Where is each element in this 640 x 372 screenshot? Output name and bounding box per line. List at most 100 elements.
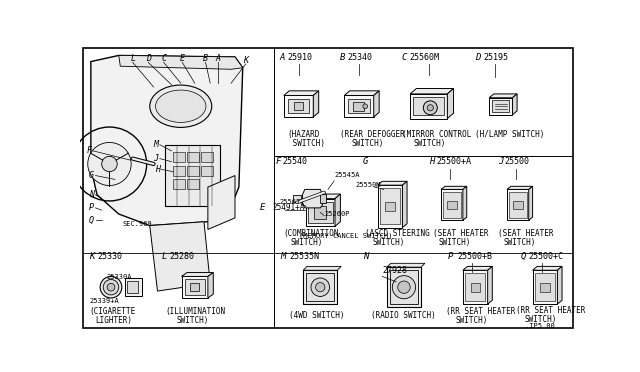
Text: 25260P: 25260P bbox=[324, 211, 349, 217]
Bar bbox=[182, 276, 208, 298]
Bar bbox=[173, 166, 186, 176]
Bar bbox=[288, 99, 309, 113]
Text: (4WD SWITCH): (4WD SWITCH) bbox=[289, 311, 345, 320]
Bar bbox=[413, 97, 444, 115]
Bar bbox=[390, 270, 418, 304]
Text: (CIGARETTE: (CIGARETTE bbox=[90, 307, 136, 316]
Bar bbox=[165, 145, 220, 206]
Bar bbox=[348, 99, 370, 113]
Bar bbox=[532, 270, 557, 304]
Text: F: F bbox=[87, 147, 92, 155]
Ellipse shape bbox=[150, 85, 212, 128]
Text: 25500+A: 25500+A bbox=[436, 157, 472, 166]
Circle shape bbox=[363, 104, 367, 109]
Bar bbox=[190, 283, 199, 291]
Text: L: L bbox=[130, 54, 135, 63]
Bar bbox=[489, 98, 513, 115]
Text: LIGHTER): LIGHTER) bbox=[95, 316, 132, 326]
Bar bbox=[344, 96, 374, 117]
Text: 25340: 25340 bbox=[348, 53, 372, 62]
Polygon shape bbox=[532, 266, 562, 270]
Bar bbox=[380, 188, 400, 224]
Bar bbox=[173, 179, 186, 189]
Text: 25500+C: 25500+C bbox=[528, 252, 563, 261]
Text: C: C bbox=[161, 54, 166, 63]
Text: (MIRROR CONTROL: (MIRROR CONTROL bbox=[402, 130, 471, 139]
Polygon shape bbox=[447, 89, 454, 119]
Text: SWITCH): SWITCH) bbox=[351, 139, 383, 148]
Polygon shape bbox=[489, 94, 517, 98]
Polygon shape bbox=[488, 266, 492, 304]
Polygon shape bbox=[441, 186, 467, 189]
Text: 25560M: 25560M bbox=[410, 53, 440, 62]
Bar bbox=[465, 273, 485, 301]
Circle shape bbox=[392, 276, 415, 299]
Text: SWITCH): SWITCH) bbox=[455, 316, 488, 326]
Text: K: K bbox=[90, 252, 95, 261]
Bar bbox=[184, 279, 205, 295]
Text: A: A bbox=[280, 53, 285, 62]
Bar bbox=[314, 206, 326, 219]
Text: 25330: 25330 bbox=[97, 252, 122, 261]
Text: (ASCD STEERING: (ASCD STEERING bbox=[365, 229, 430, 238]
Text: (REAR DEFOGGER: (REAR DEFOGGER bbox=[340, 130, 404, 139]
Text: (RR SEAT HEATER: (RR SEAT HEATER bbox=[446, 307, 515, 316]
Bar bbox=[307, 273, 334, 301]
Text: .IP5 00: .IP5 00 bbox=[525, 323, 555, 329]
Text: N: N bbox=[89, 190, 94, 199]
Text: D: D bbox=[476, 53, 481, 62]
Text: SWITCH): SWITCH) bbox=[373, 238, 405, 247]
Text: P: P bbox=[448, 252, 454, 261]
Text: 25500+B: 25500+B bbox=[458, 252, 492, 261]
Text: 25195: 25195 bbox=[483, 53, 508, 62]
Bar bbox=[410, 94, 447, 119]
Text: G: G bbox=[363, 157, 368, 166]
Text: G: G bbox=[89, 171, 94, 180]
Circle shape bbox=[107, 283, 115, 291]
Text: Q: Q bbox=[520, 252, 525, 261]
Bar bbox=[470, 283, 480, 292]
Circle shape bbox=[423, 101, 437, 115]
Polygon shape bbox=[378, 181, 407, 185]
Bar bbox=[294, 102, 303, 110]
Polygon shape bbox=[410, 89, 454, 94]
Text: A: A bbox=[216, 54, 220, 63]
Circle shape bbox=[100, 276, 122, 298]
Polygon shape bbox=[387, 263, 425, 267]
Polygon shape bbox=[91, 55, 243, 225]
Text: 25545A: 25545A bbox=[334, 172, 360, 178]
Text: N: N bbox=[363, 252, 368, 261]
Text: SWITCH): SWITCH) bbox=[413, 139, 445, 148]
Bar bbox=[387, 267, 421, 307]
Text: SWITCH): SWITCH) bbox=[504, 238, 536, 247]
Text: 25910: 25910 bbox=[288, 53, 313, 62]
Text: (HAZARD: (HAZARD bbox=[288, 130, 320, 139]
Circle shape bbox=[88, 142, 131, 186]
Text: 25567: 25567 bbox=[280, 199, 301, 205]
Polygon shape bbox=[335, 194, 340, 226]
Text: J: J bbox=[154, 154, 159, 163]
Text: B: B bbox=[203, 54, 208, 63]
Polygon shape bbox=[313, 91, 319, 117]
Circle shape bbox=[103, 279, 119, 295]
Text: 25550M: 25550M bbox=[355, 182, 381, 188]
Text: SWITCH): SWITCH) bbox=[177, 316, 209, 326]
Text: SWITCH): SWITCH) bbox=[288, 139, 324, 148]
Bar bbox=[463, 270, 488, 304]
Bar bbox=[308, 202, 333, 223]
Bar bbox=[201, 166, 213, 176]
Text: SWITCH): SWITCH) bbox=[525, 315, 557, 324]
Bar bbox=[378, 185, 403, 228]
Bar bbox=[492, 100, 509, 112]
Text: 27928: 27928 bbox=[382, 266, 407, 275]
Text: (SEAT HEATER: (SEAT HEATER bbox=[433, 229, 488, 238]
Text: 25491+A: 25491+A bbox=[272, 203, 305, 212]
Bar bbox=[187, 153, 199, 162]
Polygon shape bbox=[403, 181, 407, 228]
Polygon shape bbox=[463, 186, 467, 220]
Text: SWITCH): SWITCH) bbox=[291, 238, 323, 247]
Text: (H/LAMP SWITCH): (H/LAMP SWITCH) bbox=[476, 130, 545, 139]
Polygon shape bbox=[374, 91, 379, 117]
Bar bbox=[201, 153, 213, 162]
Text: M: M bbox=[154, 140, 159, 149]
